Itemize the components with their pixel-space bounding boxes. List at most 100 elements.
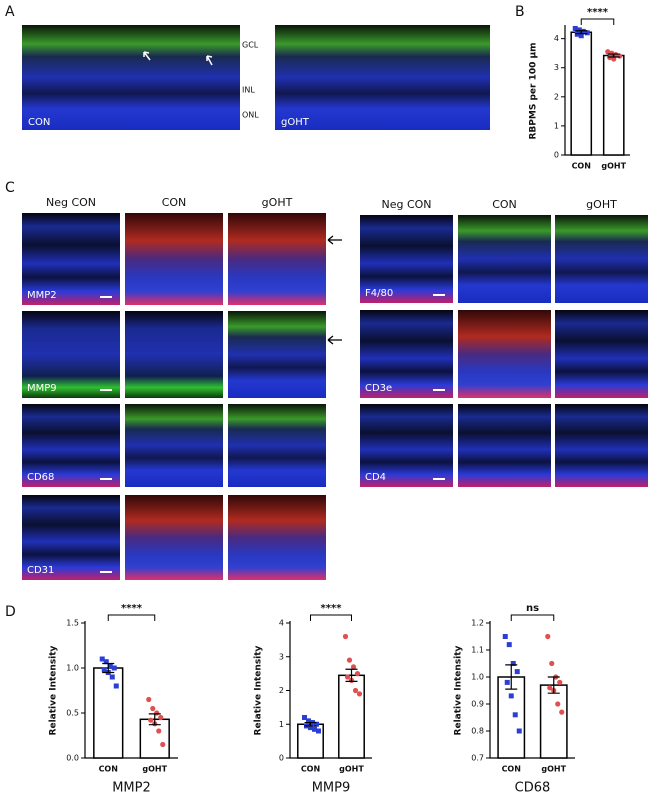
micrograph <box>275 25 490 130</box>
chart-caption: MMP9 <box>312 781 351 796</box>
y-tick-label: 0 <box>554 151 559 160</box>
y-tick-label: 1.5 <box>66 619 79 628</box>
bar <box>497 676 526 759</box>
micrograph <box>360 404 453 487</box>
data-point <box>584 30 590 36</box>
y-tick-label: 4 <box>554 34 559 43</box>
y-tick-label: 3 <box>279 652 284 661</box>
data-point <box>312 726 317 732</box>
y-axis-label: Relative Intensity <box>49 645 59 735</box>
micrograph <box>458 404 551 487</box>
x-tick-label: gOHT <box>339 765 364 774</box>
stain-label: CD4 <box>365 472 386 483</box>
data-point <box>156 728 162 734</box>
bar <box>602 54 625 156</box>
micrograph <box>22 495 120 580</box>
micrograph <box>228 404 326 487</box>
data-point <box>150 705 156 712</box>
x-tick-label: gOHT <box>601 162 626 171</box>
data-point <box>350 664 357 670</box>
error-bar <box>148 713 161 726</box>
arrow <box>327 235 342 345</box>
error-bar <box>505 664 518 690</box>
micrograph <box>125 311 223 398</box>
micrograph <box>125 495 223 580</box>
error-bar <box>575 30 588 35</box>
micrograph <box>22 404 120 487</box>
data-point <box>308 725 313 731</box>
column-header: CON <box>492 198 517 211</box>
micrograph <box>458 310 551 398</box>
panel-letter: C <box>5 180 15 196</box>
data-point <box>314 721 319 727</box>
data-point <box>113 683 119 689</box>
micrograph <box>228 495 326 580</box>
data-point <box>559 709 565 715</box>
data-point <box>547 685 553 691</box>
data-point <box>611 56 617 62</box>
data-point <box>514 669 520 675</box>
data-point <box>160 741 166 748</box>
error-bar <box>607 53 620 58</box>
y-tick-label: 2 <box>554 92 559 101</box>
data-point <box>103 659 109 665</box>
micrograph <box>555 215 648 303</box>
micrograph <box>228 213 326 305</box>
image-label: gOHT <box>281 117 310 128</box>
micrograph <box>360 215 453 303</box>
micrograph <box>458 215 551 303</box>
data-point <box>99 656 105 662</box>
data-point <box>344 674 351 680</box>
data-point <box>557 679 563 686</box>
data-point <box>578 33 584 39</box>
stain-label: CD31 <box>27 565 54 576</box>
y-axis-label: RBPMS per 100 µm <box>529 43 539 140</box>
bar <box>570 31 593 156</box>
data-point <box>158 714 164 721</box>
data-point <box>508 693 514 699</box>
y-tick-label: 0.5 <box>66 709 79 718</box>
x-tick-label: CON <box>572 162 591 171</box>
significance-bracket <box>580 18 615 25</box>
y-tick-label: 1 <box>554 121 559 130</box>
y-tick-label: 1.2 <box>471 619 484 628</box>
column-header: gOHT <box>262 196 293 209</box>
data-point <box>342 633 349 640</box>
significance-label: **** <box>587 7 609 18</box>
significance-bracket <box>310 614 352 621</box>
micrograph <box>125 404 223 487</box>
y-tick-label: 0.9 <box>471 700 484 709</box>
column-header: Neg CON <box>46 196 96 209</box>
y-axis-label: Relative Intensity <box>254 645 264 735</box>
significance-label: ns <box>526 603 539 614</box>
data-point <box>502 634 508 639</box>
column-header: CON <box>162 196 187 209</box>
stain-label: CD68 <box>27 472 54 483</box>
data-point <box>148 717 154 723</box>
stain-label: F4/80 <box>365 288 393 299</box>
y-tick-label: 2 <box>279 686 284 695</box>
y-tick-label: 0 <box>279 754 284 763</box>
micrograph <box>22 311 120 398</box>
bar <box>539 684 568 759</box>
chart-caption: CD68 <box>515 781 551 796</box>
column-header: gOHT <box>586 198 617 211</box>
data-point <box>504 679 510 685</box>
x-tick-label: CON <box>502 765 521 774</box>
data-point <box>101 667 107 673</box>
data-point <box>506 642 512 648</box>
x-tick-label: CON <box>301 765 320 774</box>
data-point <box>555 701 561 707</box>
y-tick-label: 1.0 <box>471 673 484 682</box>
data-point <box>107 663 113 669</box>
data-point <box>512 712 518 718</box>
significance-label: **** <box>321 603 343 614</box>
data-point <box>545 633 551 640</box>
x-tick-label: gOHT <box>142 765 167 774</box>
micrograph <box>125 213 223 305</box>
data-point <box>306 718 311 724</box>
y-tick-label: 0.8 <box>471 727 484 736</box>
y-tick-label: 0.0 <box>66 754 79 763</box>
data-point <box>346 657 353 663</box>
data-point <box>356 691 363 697</box>
